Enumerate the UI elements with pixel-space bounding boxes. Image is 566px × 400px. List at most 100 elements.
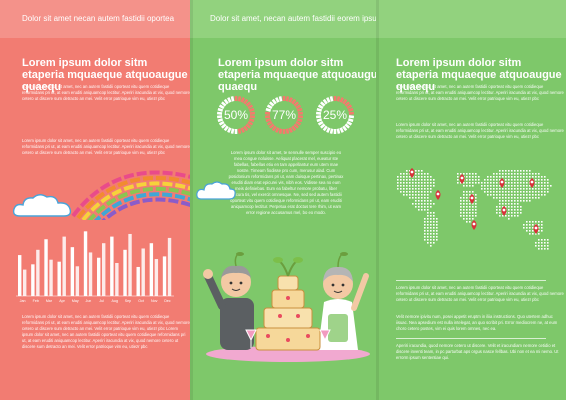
right-panel: Lorem ipsum dolor sitm etaperia mquaeque… bbox=[376, 0, 566, 400]
map-dot bbox=[427, 224, 429, 226]
map-dot bbox=[430, 233, 432, 235]
right-top-strip-text: Dolor sit amet, necan autem fastidii eor… bbox=[210, 14, 376, 23]
map-dot bbox=[529, 197, 531, 199]
map-dot bbox=[529, 179, 531, 181]
ring-segment bbox=[240, 127, 245, 133]
map-dot bbox=[547, 239, 549, 241]
right-paragraph-bottom: Aperiri iracundia, quod nemore cetero ut… bbox=[396, 343, 559, 360]
map-dot bbox=[436, 227, 438, 229]
map-dot bbox=[424, 203, 426, 205]
map-dot bbox=[544, 239, 546, 241]
right-top-strip bbox=[376, 0, 566, 38]
map-dot bbox=[502, 215, 504, 217]
map-dot bbox=[478, 176, 480, 178]
map-dot bbox=[544, 188, 546, 190]
map-dot bbox=[397, 188, 399, 190]
tick-label: Jul bbox=[99, 299, 104, 303]
map-dot bbox=[538, 233, 540, 235]
map-dot bbox=[535, 188, 537, 190]
map-dot bbox=[466, 179, 468, 181]
map-dot bbox=[508, 182, 510, 184]
map-dot bbox=[421, 197, 423, 199]
map-dot bbox=[415, 185, 417, 187]
map-dot bbox=[499, 194, 501, 196]
left-headline: Lorem ipsum dolor sitm etaperia mquaeque… bbox=[22, 57, 188, 93]
map-dot bbox=[550, 185, 552, 187]
map-dot bbox=[412, 203, 414, 205]
map-dot bbox=[535, 194, 537, 196]
map-dot bbox=[400, 185, 402, 187]
map-dot bbox=[427, 194, 429, 196]
map-dot bbox=[463, 218, 465, 220]
map-dot bbox=[508, 215, 510, 217]
bar bbox=[57, 261, 61, 296]
map-dot bbox=[415, 200, 417, 202]
ring-segment bbox=[247, 104, 254, 110]
map-dot bbox=[493, 176, 495, 178]
map-dot bbox=[517, 182, 519, 184]
map-dot bbox=[493, 197, 495, 199]
map-dot bbox=[463, 203, 465, 205]
map-dot bbox=[538, 179, 540, 181]
map-dot bbox=[433, 218, 435, 220]
map-dot bbox=[538, 242, 540, 244]
ring-segment bbox=[317, 104, 324, 110]
map-dot bbox=[496, 188, 498, 190]
map-dot bbox=[406, 185, 408, 187]
map-dot bbox=[514, 191, 516, 193]
map-dot bbox=[400, 188, 402, 190]
map-dot bbox=[547, 245, 549, 247]
map-dot bbox=[496, 185, 498, 187]
map-dot bbox=[418, 194, 420, 196]
map-dot bbox=[517, 197, 519, 199]
map-dot bbox=[520, 209, 522, 211]
map-dot bbox=[493, 179, 495, 181]
map-dot bbox=[469, 218, 471, 220]
map-dot bbox=[502, 194, 504, 196]
map-dot bbox=[496, 179, 498, 181]
map-dot bbox=[430, 221, 432, 223]
map-dot bbox=[499, 209, 501, 211]
map-dot bbox=[535, 173, 537, 175]
map-dot bbox=[532, 233, 534, 235]
map-dot bbox=[424, 197, 426, 199]
map-dot bbox=[427, 173, 429, 175]
map-dot bbox=[412, 191, 414, 193]
map-dot bbox=[418, 188, 420, 190]
map-dot bbox=[469, 215, 471, 217]
map-dot bbox=[520, 182, 522, 184]
map-dot bbox=[532, 227, 534, 229]
map-dot bbox=[466, 173, 468, 175]
ring-segment bbox=[230, 96, 235, 102]
map-dot bbox=[538, 224, 540, 226]
map-dot bbox=[424, 236, 426, 238]
ring-segment bbox=[320, 101, 326, 107]
map-dot bbox=[430, 218, 432, 220]
map-dot bbox=[469, 179, 471, 181]
map-dot bbox=[505, 194, 507, 196]
map-dot bbox=[499, 179, 501, 181]
ring-segment bbox=[265, 118, 272, 123]
map-dot bbox=[424, 179, 426, 181]
map-dot bbox=[415, 182, 417, 184]
map-dot bbox=[472, 215, 474, 217]
map-dot bbox=[508, 203, 510, 205]
ring-segment bbox=[316, 107, 323, 112]
map-dot bbox=[496, 191, 498, 193]
world-map bbox=[397, 168, 552, 250]
map-dot bbox=[424, 173, 426, 175]
map-dot bbox=[409, 191, 411, 193]
ring-segment bbox=[316, 118, 323, 123]
map-dot bbox=[508, 212, 510, 214]
map-dot bbox=[505, 206, 507, 208]
map-dot bbox=[490, 182, 492, 184]
map-dot bbox=[481, 185, 483, 187]
ring-segment bbox=[221, 123, 227, 129]
map-dot bbox=[433, 230, 435, 232]
map-dot bbox=[517, 176, 519, 178]
map-dot bbox=[427, 239, 429, 241]
map-dot bbox=[517, 212, 519, 214]
map-dot bbox=[538, 239, 540, 241]
map-dot bbox=[523, 191, 525, 193]
map-dot bbox=[493, 185, 495, 187]
